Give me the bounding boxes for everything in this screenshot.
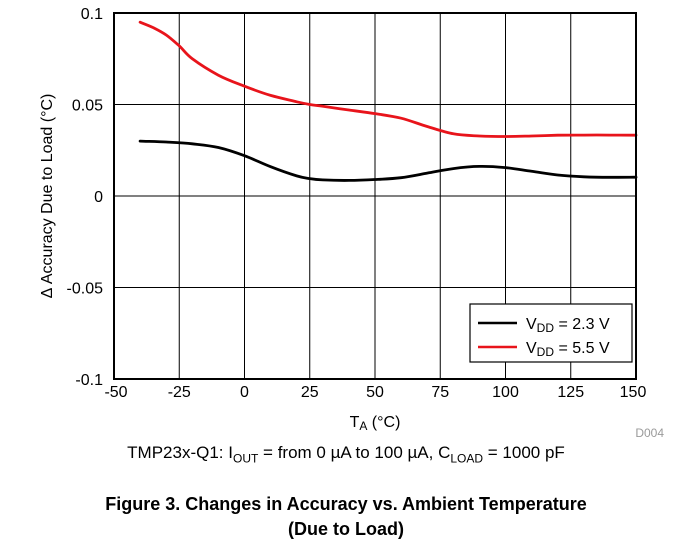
figure-title-line-1: Figure 3. Changes in Accuracy vs. Ambien… (105, 494, 587, 514)
x-tick-label: 100 (492, 384, 519, 401)
figure-id: D004 (635, 426, 664, 440)
x-tick-label: 50 (366, 384, 384, 401)
y-tick-label: -0.05 (67, 281, 104, 298)
x-tick-label: 0 (240, 384, 249, 401)
chart: -50 -25 0 25 50 75 100 125 150 0.1 0.05 0 -0.05 -0.1… (39, 6, 664, 440)
x-tick-label: 25 (301, 384, 319, 401)
x-tick-label: -25 (168, 384, 191, 401)
x-tick-label: -50 (104, 384, 127, 401)
y-axis-label: Δ Accuracy Due to Load (°C) (39, 94, 56, 299)
x-tick-label: 150 (620, 384, 647, 401)
y-tick-label: -0.1 (75, 372, 103, 389)
y-tick-label: 0.05 (72, 98, 103, 115)
legend-label-vdd-5-5: VDD = 5.5 V (526, 340, 610, 359)
plot-frame (113, 12, 637, 380)
series-layer (138, 20, 638, 182)
figure-title: Figure 3. Changes in Accuracy vs. Ambien… (0, 492, 692, 542)
figure-title-line-2: (Due to Load) (288, 519, 404, 539)
x-tick-label: 75 (431, 384, 449, 401)
legend-label-vdd-2-3: VDD = 2.3 V (526, 316, 610, 335)
x-axis-label: TA (°C) (350, 414, 401, 433)
x-tick-label: 125 (557, 384, 584, 401)
y-tick-label: 0 (94, 189, 103, 206)
test-conditions: TMP23x-Q1: IOUT = from 0 µA to 100 µA, C… (127, 443, 565, 466)
y-tick-label: 0.1 (81, 6, 103, 23)
legend: VDD = 2.3 V VDD = 5.5 V (469, 303, 633, 363)
x-tick-labels: -50 -25 0 25 50 75 100 125 150 (104, 384, 646, 401)
legend-box (469, 303, 633, 363)
series-line-vdd-5-5 (138, 20, 638, 138)
y-tick-labels: 0.1 0.05 0 -0.05 -0.1 (67, 6, 104, 389)
series-line-vdd-2-3 (138, 139, 638, 182)
